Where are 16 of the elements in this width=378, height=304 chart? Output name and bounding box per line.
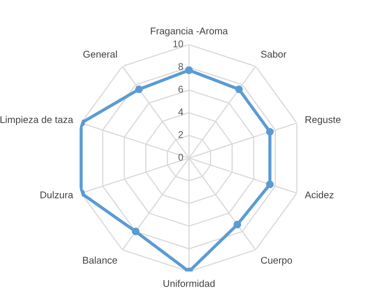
spoke-label: General xyxy=(83,50,117,58)
spoke-label: Acidez xyxy=(304,191,334,198)
spoke-label: Limpieza de taza xyxy=(0,116,74,125)
spoke-label: Dulzura xyxy=(40,191,74,198)
spoke-label: Uniformidad xyxy=(164,280,215,287)
y-tick-label: 10 xyxy=(173,40,184,48)
spoke-label: Sabor xyxy=(260,50,286,58)
spoke-label: Balance xyxy=(83,256,118,264)
y-tick-label: 4 xyxy=(178,108,184,116)
spoke-label: Fragancia -Aroma xyxy=(150,27,228,36)
y-tick-label: 0 xyxy=(178,154,184,161)
y-tick-label: 2 xyxy=(178,131,183,138)
y-tick-label: 6 xyxy=(178,86,184,93)
y-tick-label: 8 xyxy=(178,63,184,70)
spoke-label: Cuerpo xyxy=(261,256,292,266)
spoke-label: Reguste xyxy=(306,116,341,125)
